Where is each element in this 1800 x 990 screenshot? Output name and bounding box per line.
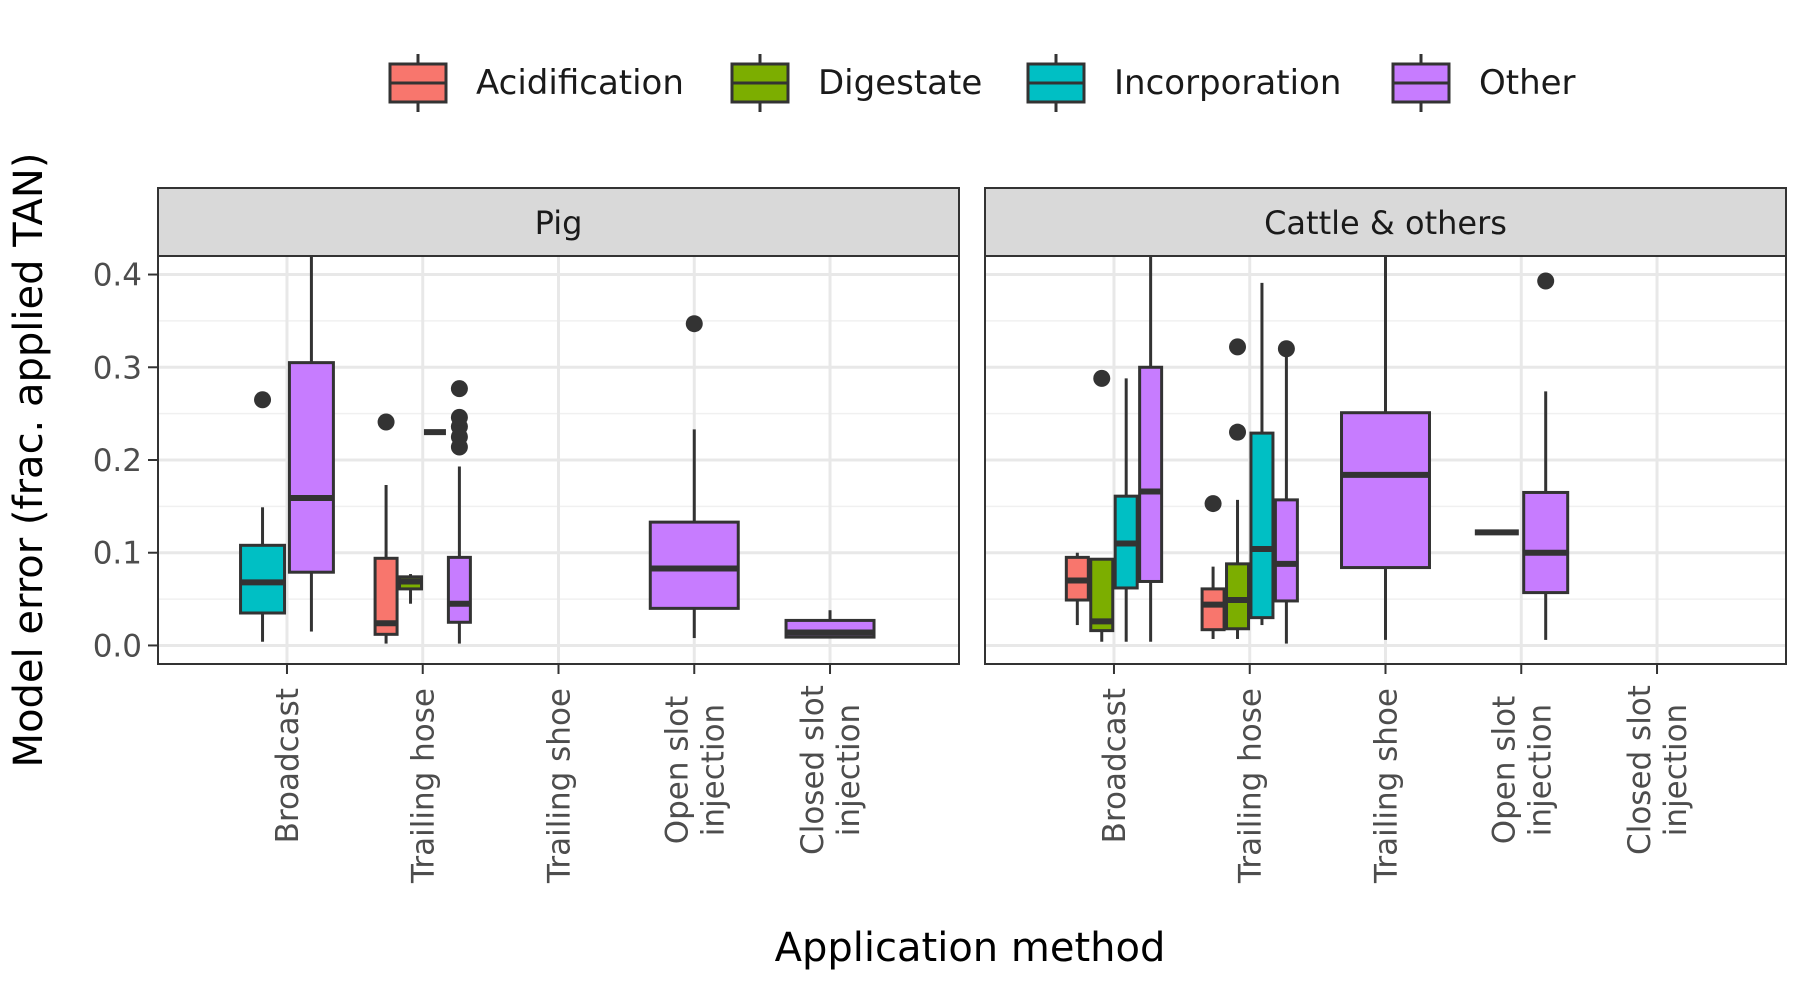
y-tick-label: 0.0 bbox=[93, 628, 142, 664]
y-tick-label: 0.1 bbox=[93, 536, 142, 572]
outlier-point bbox=[1093, 369, 1111, 387]
x-axis-label: Application method bbox=[775, 925, 1166, 971]
x-tick-label-line: Closed slot bbox=[1622, 685, 1658, 855]
x-tick-label-line: Broadcast bbox=[1097, 688, 1133, 843]
x-tick-label-line: Closed slot bbox=[795, 685, 831, 855]
x-tick-label-line: Trailing shoe bbox=[1369, 688, 1405, 884]
x-tick-label-line: Open slot bbox=[659, 696, 695, 845]
legend: Acidification Digestate Incorporation Other bbox=[388, 54, 1576, 112]
legend-label: Incorporation bbox=[1114, 63, 1341, 103]
box-other bbox=[1522, 272, 1570, 640]
x-tick-label: Trailing hose bbox=[406, 688, 442, 884]
outlier-point bbox=[685, 315, 703, 333]
x-tick-label: Broadcast bbox=[270, 688, 306, 843]
outlier-point bbox=[1537, 272, 1555, 290]
boxes bbox=[239, 256, 876, 644]
facet-title: Cattle & others bbox=[1264, 204, 1507, 242]
box-body bbox=[446, 555, 472, 624]
box-incorporation bbox=[1113, 378, 1139, 642]
box-body bbox=[1340, 411, 1431, 570]
x-tick-label: Broadcast bbox=[1097, 688, 1133, 843]
x-tick-label-line: Trailing hose bbox=[406, 688, 442, 884]
x-tick-label-line: injection bbox=[1658, 704, 1694, 836]
outlier-point bbox=[1204, 495, 1222, 513]
box-body bbox=[1273, 498, 1299, 603]
box-other bbox=[784, 610, 876, 639]
legend-label: Acidification bbox=[476, 63, 684, 103]
outlier-point bbox=[254, 391, 272, 409]
box-body bbox=[287, 361, 335, 574]
x-tick-label: Trailing hose bbox=[1233, 688, 1269, 884]
box-incorporation bbox=[239, 391, 287, 642]
outlier-point bbox=[377, 413, 395, 431]
box-body bbox=[1225, 562, 1251, 631]
x-tick-label: Trailing shoe bbox=[542, 688, 578, 884]
panel-cattle: Cattle & others Broadcast Trailing hose Tra… bbox=[984, 187, 1787, 884]
box-body bbox=[1522, 490, 1570, 595]
box-body bbox=[1089, 557, 1115, 633]
box-other bbox=[1273, 340, 1299, 644]
box-digestate bbox=[1089, 369, 1115, 642]
panel-pig: Pig Broadcast Trailing hose Trailing shoe Op… bbox=[93, 187, 960, 884]
box-body bbox=[239, 543, 287, 615]
legend-label: Digestate bbox=[818, 63, 982, 103]
box-body bbox=[1249, 431, 1275, 620]
outlier-point bbox=[1229, 338, 1247, 356]
x-tick-label: Open slotinjection bbox=[1486, 696, 1558, 845]
box-acidification bbox=[373, 413, 399, 644]
facet-title: Pig bbox=[535, 204, 583, 242]
box-incorporation bbox=[1249, 282, 1275, 626]
box-other bbox=[1340, 256, 1431, 640]
outlier-point bbox=[1277, 340, 1295, 358]
x-tick-label: Trailing shoe bbox=[1369, 688, 1405, 884]
y-tick-label: 0.3 bbox=[93, 350, 142, 386]
box-digestate bbox=[398, 574, 424, 604]
box-other bbox=[287, 256, 335, 632]
x-tick-label-line: Broadcast bbox=[270, 688, 306, 843]
facet-strip bbox=[984, 187, 1787, 257]
box-acidification bbox=[1200, 495, 1226, 639]
box-body bbox=[648, 520, 740, 610]
outlier-point bbox=[450, 408, 468, 426]
y-axis-label: Model error (frac. applied TAN) bbox=[6, 153, 52, 768]
x-tick-label-line: Trailing shoe bbox=[542, 688, 578, 884]
panels: Pig Broadcast Trailing hose Trailing shoe Op… bbox=[93, 187, 1787, 884]
x-tick-label-line: injection bbox=[1522, 704, 1558, 836]
x-tick-label-line: Open slot bbox=[1486, 696, 1522, 845]
outlier-point bbox=[450, 380, 468, 398]
outlier-point bbox=[1229, 423, 1247, 441]
box-acidification bbox=[1064, 552, 1090, 626]
box-body bbox=[373, 556, 399, 636]
x-tick-label: Open slotinjection bbox=[659, 696, 731, 845]
box-digestate bbox=[1225, 338, 1251, 639]
x-tick-label: Closed slotinjection bbox=[795, 685, 867, 855]
box-other bbox=[648, 315, 740, 639]
y-tick-label: 0.4 bbox=[93, 258, 142, 294]
box-body bbox=[1138, 365, 1164, 583]
x-tick-label-line: Trailing hose bbox=[1233, 688, 1269, 884]
legend-label: Other bbox=[1479, 63, 1576, 103]
box-other bbox=[446, 380, 472, 644]
x-tick-label: Closed slotinjection bbox=[1622, 685, 1694, 855]
boxes bbox=[1064, 256, 1570, 644]
y-tick-label: 0.2 bbox=[93, 443, 142, 479]
box-other bbox=[1138, 256, 1164, 642]
x-tick-label-line: injection bbox=[695, 704, 731, 836]
x-tick-label-line: injection bbox=[831, 704, 867, 836]
box-body bbox=[1200, 587, 1226, 632]
